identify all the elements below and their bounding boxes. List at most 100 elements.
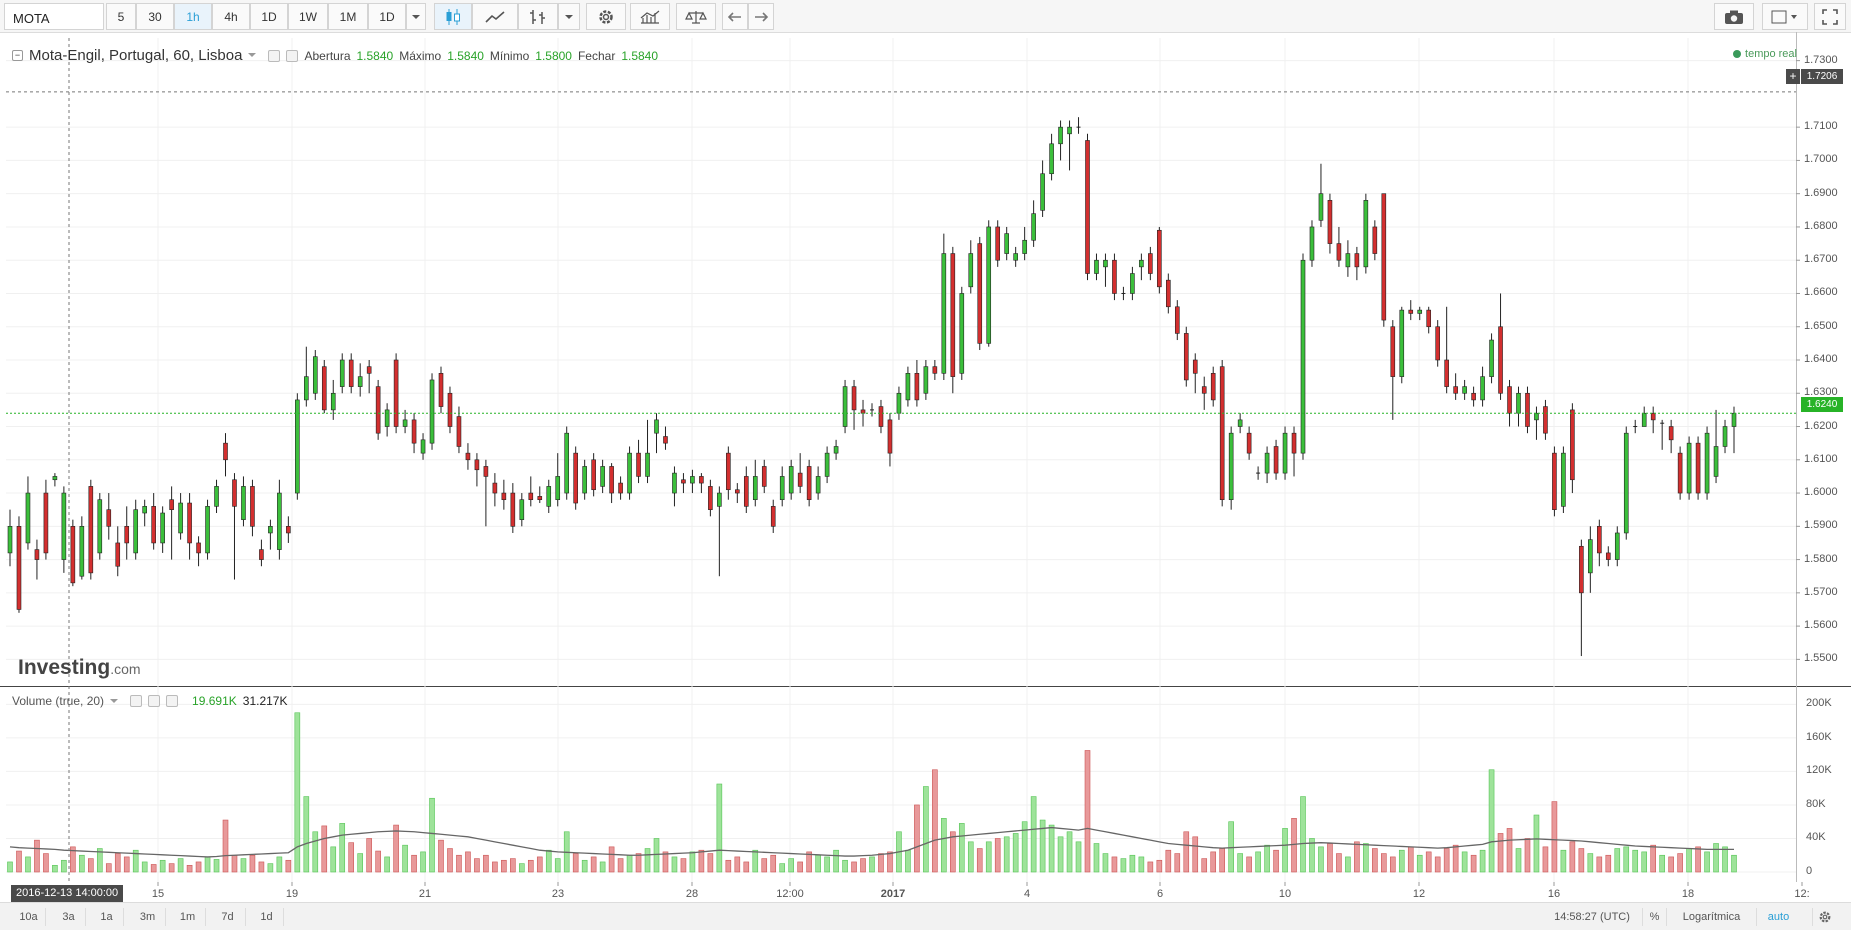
candle — [752, 459, 758, 507]
range-10y-button[interactable]: 10a — [12, 908, 46, 926]
candle — [923, 360, 929, 400]
volume-bar — [141, 861, 148, 873]
price-tick-label: 1.5800 — [1804, 552, 1838, 565]
volume-bar — [1363, 843, 1369, 873]
volume-bar — [249, 854, 256, 873]
candle — [1507, 379, 1512, 427]
candle — [106, 493, 112, 540]
bar-indicator-icon — [530, 9, 545, 24]
range-1y-button[interactable]: 1a — [90, 908, 124, 926]
candle — [770, 499, 776, 533]
candle — [214, 479, 219, 514]
interval-1h-button[interactable]: 1h — [174, 3, 212, 30]
candle — [663, 426, 668, 450]
volume-bar — [150, 864, 157, 873]
candle — [627, 446, 632, 500]
indicators-button[interactable] — [518, 3, 558, 30]
range-3y-button[interactable]: 3a — [52, 908, 86, 926]
interval-1m-button[interactable]: 1M — [328, 3, 368, 30]
candle — [815, 466, 821, 500]
candle — [1354, 246, 1360, 281]
candle — [1318, 163, 1324, 227]
candle — [1614, 526, 1620, 567]
volume-bar — [195, 861, 202, 873]
interval-5-button[interactable]: 5 — [106, 3, 136, 30]
range-7d-button[interactable]: 7d — [210, 908, 246, 926]
auto-scale-button[interactable]: auto — [1756, 908, 1800, 926]
candle — [492, 473, 498, 507]
volume-bar — [456, 854, 462, 873]
volume-bar — [572, 853, 579, 873]
candle — [286, 516, 291, 543]
volume-bar — [554, 858, 561, 873]
candle — [1085, 133, 1090, 281]
volume-bar — [1147, 861, 1154, 873]
volume-tick-label: 0 — [1806, 865, 1813, 877]
candle — [1174, 300, 1180, 341]
volume-bar — [671, 856, 678, 873]
candles-style-button[interactable] — [434, 3, 472, 30]
add-alert-icon[interactable]: + — [1786, 69, 1800, 84]
volume-bar — [1389, 856, 1396, 873]
compare-button[interactable] — [676, 3, 716, 30]
candle — [1372, 220, 1378, 261]
chevron-down-icon[interactable] — [110, 698, 119, 704]
volume-bar — [923, 786, 929, 873]
volume-bar — [1425, 851, 1432, 873]
collapse-icon[interactable]: − — [12, 50, 23, 61]
line-style-button[interactable] — [472, 3, 518, 30]
visibility-icon[interactable] — [268, 49, 281, 62]
indicators-dropdown-button[interactable] — [558, 3, 580, 30]
symbol-input[interactable]: MOTA — [4, 3, 104, 30]
candle — [1444, 306, 1449, 394]
clock-label[interactable]: 14:58:27 (UTC) — [1554, 911, 1630, 923]
screenshot-button[interactable] — [1714, 3, 1754, 30]
interval-30-button[interactable]: 30 — [136, 3, 174, 30]
volume-bar — [950, 831, 956, 873]
close-icon[interactable] — [166, 695, 179, 707]
fullscreen-button[interactable] — [1814, 3, 1846, 30]
percent-scale-button[interactable]: % — [1642, 908, 1666, 926]
settings-button[interactable] — [586, 3, 626, 30]
chevron-down-icon[interactable] — [248, 53, 257, 58]
candle — [672, 466, 677, 507]
candle — [1031, 200, 1036, 247]
range-1m-button[interactable]: 1m — [170, 908, 206, 926]
volume-bar — [1156, 859, 1163, 873]
undo-button[interactable] — [722, 3, 748, 30]
candle — [34, 539, 40, 580]
symbol-title[interactable]: Mota-Engil, Portugal, 60, Lisboa — [29, 47, 243, 64]
interval-custom-button[interactable]: 1D — [368, 3, 406, 30]
volume-bar — [231, 854, 238, 873]
volume-bar — [743, 861, 750, 873]
candle — [1256, 466, 1261, 480]
studies-button[interactable] — [630, 3, 670, 30]
candle — [1004, 226, 1009, 261]
interval-dropdown-button[interactable] — [406, 3, 426, 30]
candle — [1417, 306, 1423, 321]
volume-bar — [303, 796, 310, 873]
settings-icon[interactable] — [148, 695, 161, 707]
candle — [1166, 273, 1171, 314]
volume-bar — [1695, 846, 1701, 873]
candle — [878, 399, 884, 434]
interval-1w-button[interactable]: 1W — [288, 3, 328, 30]
volume-title[interactable]: Volume (true, 20) — [12, 694, 105, 708]
interval-4h-button[interactable]: 4h — [212, 3, 250, 30]
candle — [555, 453, 561, 507]
redo-button[interactable] — [748, 3, 774, 30]
range-3m-button[interactable]: 3m — [130, 908, 166, 926]
volume-bar — [1219, 848, 1225, 873]
candle — [133, 499, 139, 560]
bottom-settings-button[interactable] — [1812, 908, 1836, 926]
settings-icon[interactable] — [286, 49, 299, 62]
chart-canvas[interactable] — [0, 32, 1851, 902]
visibility-icon[interactable] — [130, 695, 143, 707]
candle — [1516, 386, 1521, 427]
layout-button[interactable] — [1762, 3, 1808, 30]
range-1d-button[interactable]: 1d — [250, 908, 284, 926]
log-scale-button[interactable]: Logarítmica — [1666, 908, 1756, 926]
interval-1d-button[interactable]: 1D — [250, 3, 288, 30]
volume-ma-line — [9, 826, 1734, 858]
volume-bar — [1416, 854, 1423, 873]
